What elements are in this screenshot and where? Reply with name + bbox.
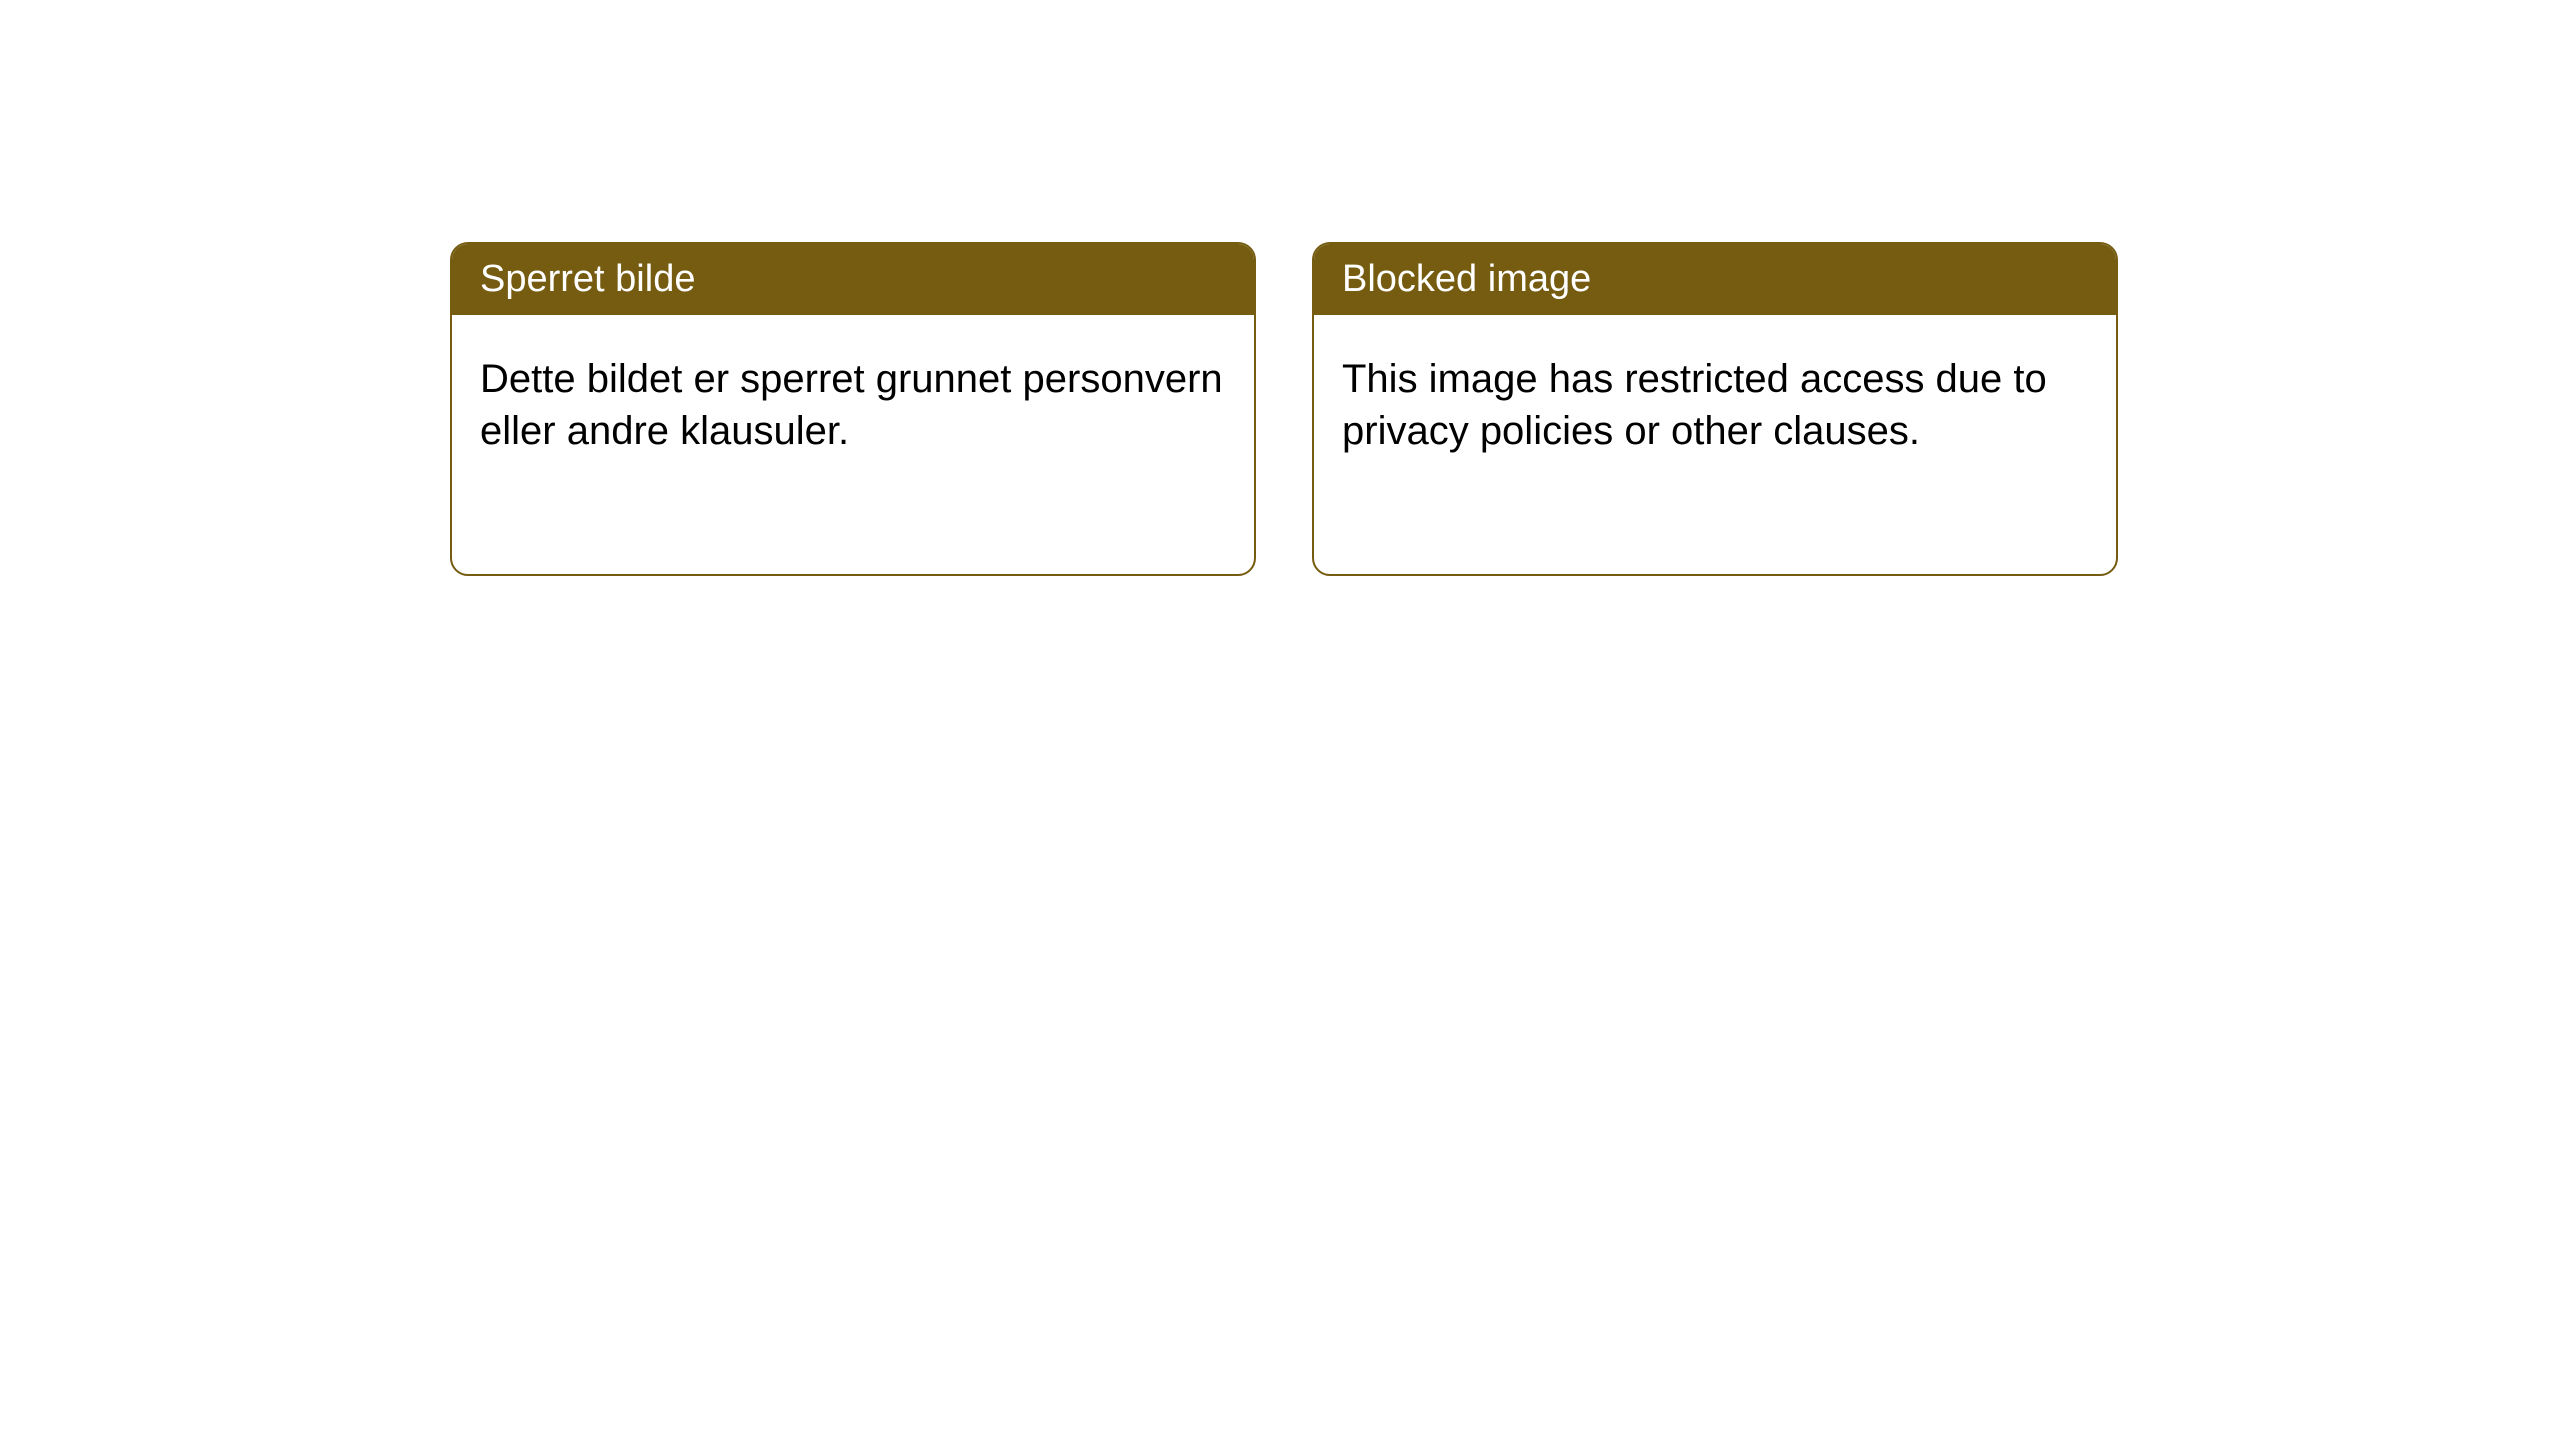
card-header: Blocked image: [1314, 244, 2116, 315]
card-header: Sperret bilde: [452, 244, 1254, 315]
notice-cards-container: Sperret bilde Dette bildet er sperret gr…: [450, 242, 2118, 576]
card-title: Blocked image: [1342, 258, 1591, 300]
card-title: Sperret bilde: [480, 258, 695, 300]
card-body-text: This image has restricted access due to …: [1342, 357, 2047, 453]
card-body-text: Dette bildet er sperret grunnet personve…: [480, 357, 1223, 453]
card-body: Dette bildet er sperret grunnet personve…: [452, 315, 1254, 495]
card-body: This image has restricted access due to …: [1314, 315, 2116, 495]
notice-card-norwegian: Sperret bilde Dette bildet er sperret gr…: [450, 242, 1256, 576]
notice-card-english: Blocked image This image has restricted …: [1312, 242, 2118, 576]
